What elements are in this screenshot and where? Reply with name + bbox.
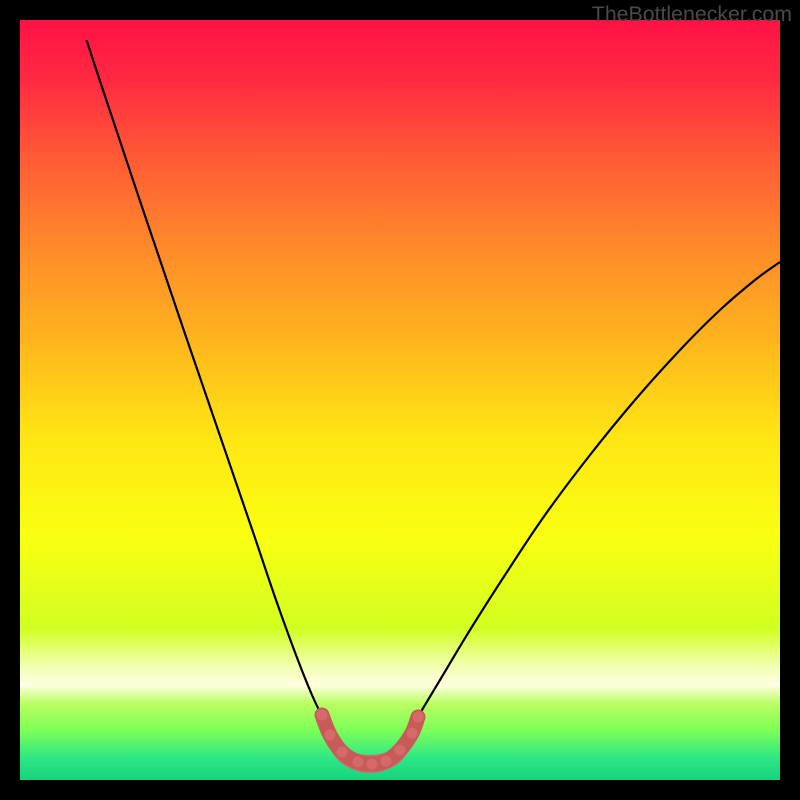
watermark-text: TheBottlenecker.com: [592, 2, 792, 27]
valley-marker: [353, 757, 364, 768]
valley-marker: [367, 759, 378, 770]
valley-marker: [407, 728, 418, 739]
chart-stage: TheBottlenecker.com: [0, 0, 800, 800]
valley-marker: [395, 745, 406, 756]
valley-marker: [413, 712, 424, 723]
valley-marker: [337, 747, 348, 758]
chart-gradient-bg: [20, 20, 780, 780]
bottleneck-curve-chart: [0, 0, 800, 800]
valley-marker: [317, 710, 328, 721]
valley-marker: [325, 730, 336, 741]
valley-marker: [381, 756, 392, 767]
